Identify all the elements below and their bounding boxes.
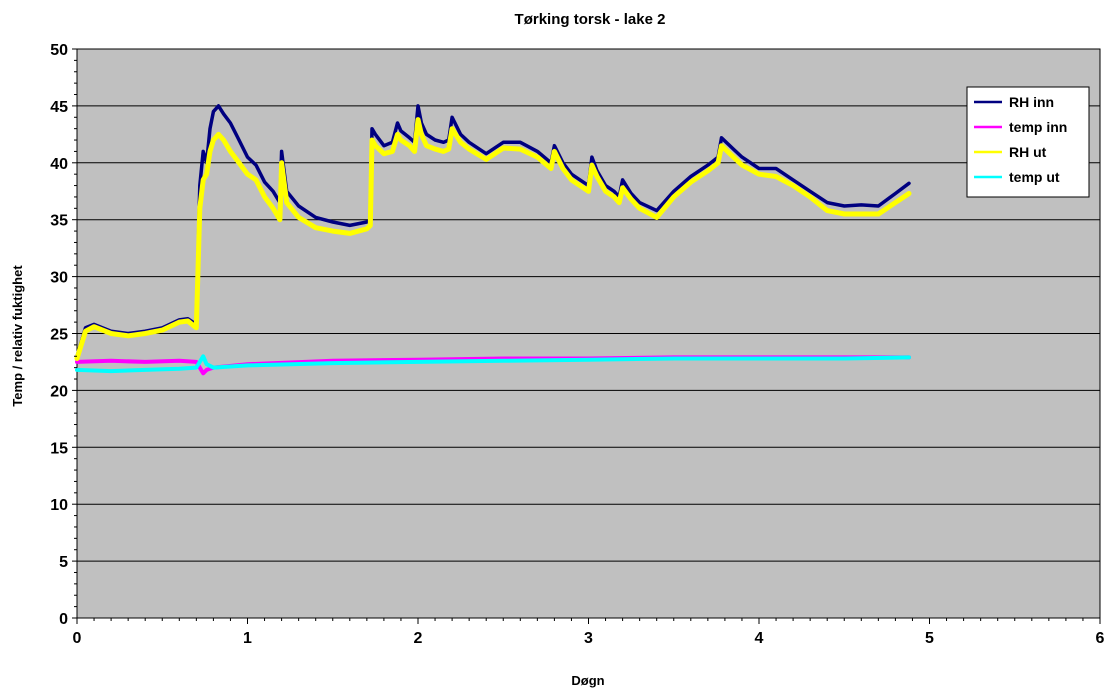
y-tick-label: 20 xyxy=(50,383,68,400)
x-tick-label: 2 xyxy=(414,630,423,647)
x-tick-label: 3 xyxy=(584,630,593,647)
y-tick-label: 45 xyxy=(50,99,68,116)
x-tick-label: 5 xyxy=(925,630,934,647)
legend-label: RH inn xyxy=(1009,94,1054,110)
legend-label: temp inn xyxy=(1009,119,1067,135)
series-line-4 xyxy=(75,354,911,374)
series-line-1 xyxy=(75,104,911,359)
y-tick-label: 50 xyxy=(50,42,68,59)
legend: RH inn temp inn RH ut temp ut xyxy=(966,86,1090,198)
legend-box xyxy=(966,86,1090,198)
y-tick-label: 35 xyxy=(50,213,68,230)
legend-label: temp ut xyxy=(1009,169,1060,185)
legend-label: RH ut xyxy=(1009,144,1047,160)
x-tick-label: 4 xyxy=(755,630,764,647)
chart-title: Tørking torsk - lake 2 xyxy=(515,11,666,28)
y-tick-label: 0 xyxy=(59,611,68,628)
x-tick-label: 1 xyxy=(243,630,252,647)
y-tick-label: 10 xyxy=(50,497,68,514)
y-axis-label: Temp / relativ fuktighet xyxy=(10,265,25,407)
grid-lines xyxy=(77,48,1100,562)
y-tick-label: 5 xyxy=(59,554,68,571)
y-tick-label: 25 xyxy=(50,327,68,344)
series-layer xyxy=(74,104,912,376)
series-line-3 xyxy=(74,117,912,361)
y-tick-label: 40 xyxy=(50,156,68,173)
y-tick-label: 30 xyxy=(50,270,68,287)
x-axis-label: Døgn xyxy=(571,673,604,688)
y-tick-label: 15 xyxy=(50,440,68,457)
x-tick-label: 0 xyxy=(73,630,82,647)
x-tick-label: 6 xyxy=(1096,630,1105,647)
